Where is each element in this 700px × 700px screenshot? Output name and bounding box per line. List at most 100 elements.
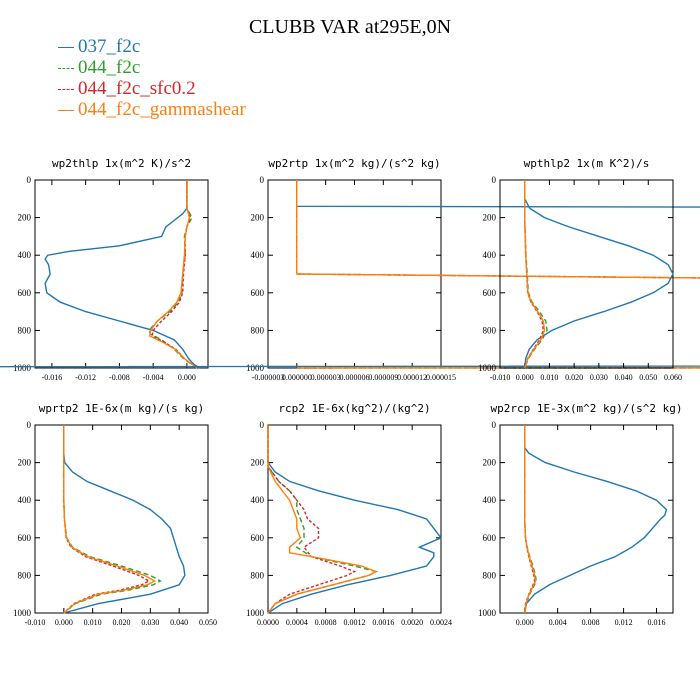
y-tick-label: 1000	[246, 608, 265, 618]
y-tick-label: 200	[18, 213, 32, 223]
series-line	[63, 425, 186, 614]
x-tick-label: 0.000	[178, 373, 196, 382]
x-tick-label: 0.030	[590, 373, 608, 382]
y-tick-label: 400	[251, 250, 265, 260]
series-line	[267, 425, 378, 614]
x-tick-label: 0.000003	[311, 373, 341, 382]
y-tick-label: 800	[251, 570, 265, 580]
y-tick-label: 600	[18, 533, 32, 543]
x-tick-label: 0.020	[113, 618, 131, 627]
x-tick-label: -0.000003	[252, 373, 285, 382]
legend-label: 044_f2c_gammashear	[78, 99, 246, 120]
plot-frame	[34, 179, 209, 369]
x-tick-label: 0.004	[549, 618, 567, 627]
y-tick-label: 200	[251, 458, 265, 468]
x-tick-label: -0.016	[42, 373, 63, 382]
legend-label: 044_f2c	[78, 57, 141, 78]
y-tick-label: 800	[483, 570, 497, 580]
y-tick-label: 400	[18, 495, 32, 505]
x-tick-label: 0.040	[170, 618, 188, 627]
y-tick-label: 400	[251, 495, 265, 505]
x-tick-label: 0.0000	[257, 618, 279, 627]
x-tick-label: -0.012	[75, 373, 96, 382]
x-tick-label: 0.000000	[282, 373, 312, 382]
x-tick-label: 0.000012	[397, 373, 427, 382]
x-tick-label: -0.010	[25, 618, 46, 627]
panel-title: rcp2 1E-6x(kg^2)/(kg^2)	[278, 402, 430, 415]
y-tick-label: 600	[18, 288, 32, 298]
x-tick-label: 0.010	[540, 373, 558, 382]
y-tick-label: 800	[251, 325, 265, 335]
x-tick-label: 0.012	[615, 618, 633, 627]
y-tick-label: 600	[483, 288, 497, 298]
legend-label: 037_f2c	[78, 36, 141, 57]
y-tick-label: 1000	[246, 363, 265, 373]
y-tick-label: 0	[492, 420, 497, 430]
legend-swatch	[58, 68, 74, 70]
series-line	[267, 425, 379, 614]
x-tick-label: 0.000	[55, 618, 73, 627]
y-tick-label: 0	[27, 420, 32, 430]
y-tick-label: 600	[251, 533, 265, 543]
series-line	[267, 425, 357, 614]
x-tick-label: 0.060	[664, 373, 682, 382]
series-line	[63, 425, 151, 614]
legend-item: 037_f2c	[58, 36, 246, 57]
series-line	[63, 425, 157, 614]
series-line	[524, 425, 537, 614]
legend-item: 044_f2c_gammashear	[58, 99, 246, 120]
x-tick-label: 0.050	[199, 618, 217, 627]
x-tick-label: 0.0004	[286, 618, 308, 627]
legend-item: 044_f2c	[58, 57, 246, 78]
x-tick-label: 0.000	[516, 373, 534, 382]
y-tick-label: 600	[483, 533, 497, 543]
series-line	[524, 180, 674, 369]
y-tick-label: 0	[27, 175, 32, 185]
y-tick-label: 800	[18, 570, 32, 580]
panel-title: wpthlp2 1x(m K^2)/s	[524, 157, 650, 170]
x-tick-label: 0.000	[516, 618, 534, 627]
y-tick-label: 0	[260, 420, 265, 430]
x-tick-label: -0.010	[490, 373, 511, 382]
series-line	[267, 425, 443, 614]
plot-frame	[34, 424, 209, 614]
panel-title: wp2rcp 1E-3x(m^2 kg)/(s^2 kg)	[490, 402, 682, 415]
series-line	[524, 425, 536, 614]
y-tick-label: 200	[18, 458, 32, 468]
plot-frame	[267, 424, 442, 614]
legend: 037_f2c 044_f2c 044_f2c_sfc0.2 044_f2c_g…	[58, 36, 246, 120]
x-tick-label: 0.0008	[315, 618, 337, 627]
y-tick-label: 200	[483, 458, 497, 468]
y-tick-label: 0	[492, 175, 497, 185]
y-tick-label: 800	[18, 325, 32, 335]
x-tick-label: 0.000015	[426, 373, 456, 382]
y-tick-label: 1000	[478, 363, 497, 373]
x-tick-label: 0.050	[639, 373, 657, 382]
legend-label: 044_f2c_sfc0.2	[78, 78, 196, 99]
x-tick-label: 0.020	[565, 373, 583, 382]
series-line	[148, 180, 198, 369]
x-tick-label: 0.016	[648, 618, 666, 627]
legend-swatch	[58, 47, 74, 49]
panel-title: wp2rtp 1x(m^2 kg)/(s^2 kg)	[268, 157, 440, 170]
series-line	[524, 425, 537, 614]
x-tick-label: 0.000006	[340, 373, 370, 382]
legend-swatch	[58, 110, 74, 112]
series-line	[524, 180, 548, 369]
x-tick-label: -0.004	[143, 373, 164, 382]
x-tick-label: 0.0012	[344, 618, 366, 627]
page-title: CLUBB VAR at295E,0N	[248, 16, 452, 38]
y-tick-label: 200	[483, 213, 497, 223]
x-tick-label: 0.0020	[401, 618, 423, 627]
y-tick-label: 1000	[13, 608, 32, 618]
series-line	[149, 180, 198, 369]
x-tick-label: 0.030	[141, 618, 159, 627]
y-tick-label: 600	[251, 288, 265, 298]
y-tick-label: 800	[483, 325, 497, 335]
plot-frame	[499, 424, 674, 614]
y-tick-label: 400	[483, 495, 497, 505]
x-tick-label: -0.008	[109, 373, 130, 382]
y-tick-label: 400	[18, 250, 32, 260]
plot-frame	[499, 179, 674, 369]
